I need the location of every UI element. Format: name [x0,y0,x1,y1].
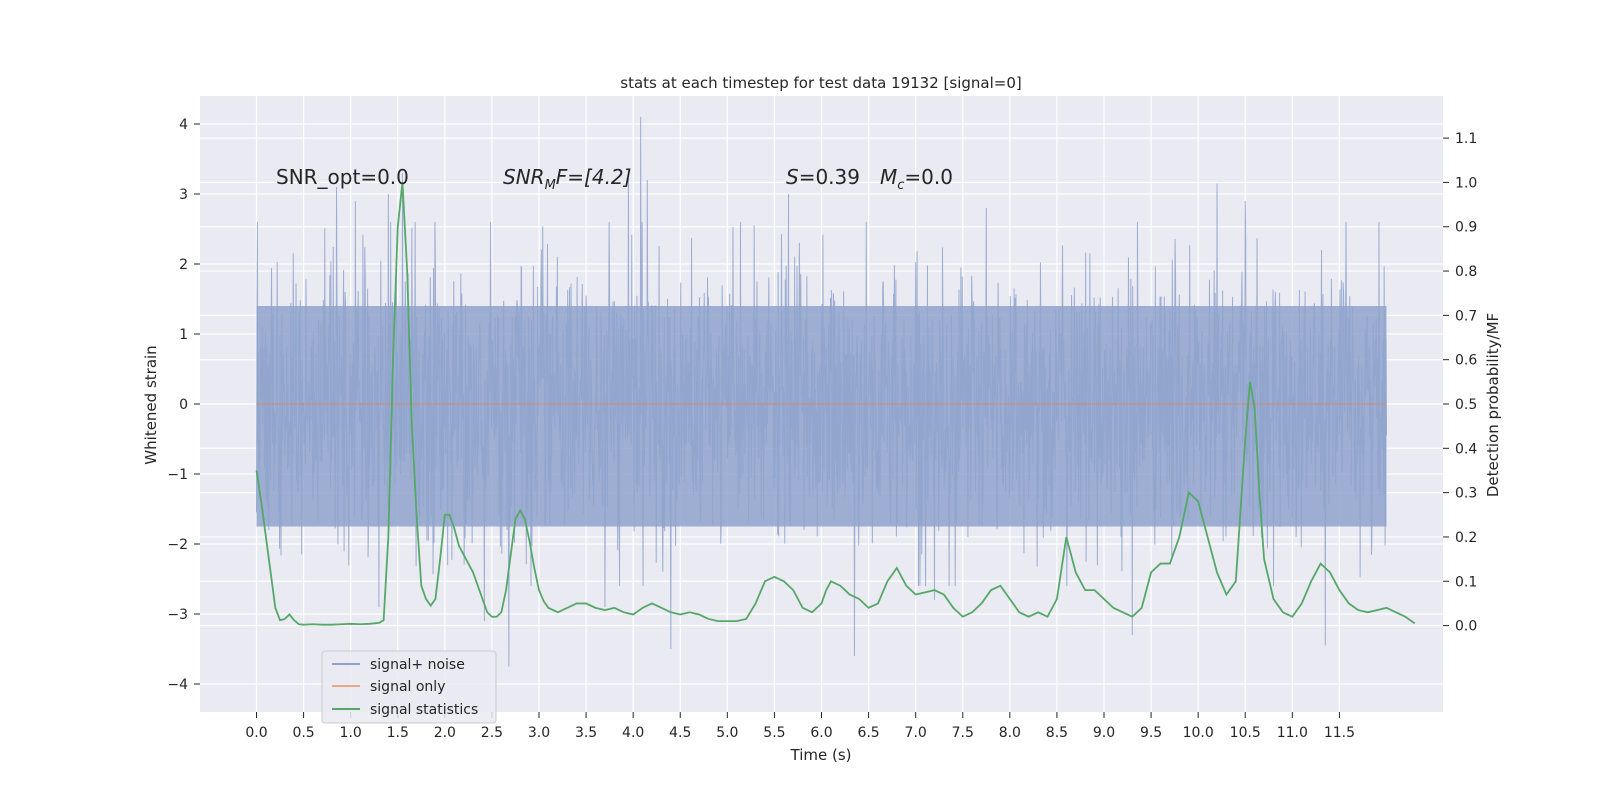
x-axis-label: Time (s) [790,746,852,764]
y-right-tick-label: 1.0 [1455,175,1477,191]
x-tick-label: 6.5 [857,725,879,741]
legend-entry-signal-noise: signal+ noise [370,657,465,673]
x-tick-label: 0.5 [292,725,314,741]
y-right-tick-label: 0.9 [1455,220,1477,236]
x-tick-label: 7.5 [952,725,974,741]
annotation-mc-rest: =0.0 [904,165,953,189]
y-right-tick-label: 0.3 [1455,486,1477,502]
legend-box [321,650,497,724]
y-right-tick-label: 0.1 [1455,574,1477,590]
x-tick-label: 3.0 [528,725,550,741]
annotation-snr-mf: SNRMF=[4.2] [503,165,631,193]
noise-trace [256,116,1387,667]
x-tick-label: 11.5 [1324,725,1355,741]
x-tick-label: 2.5 [481,725,503,741]
x-tick-label: 1.5 [387,725,409,741]
x-tick-label: 10.5 [1230,725,1261,741]
y-left-tick-label: −3 [167,607,188,623]
y-left-tick-label: 2 [179,257,188,273]
x-tick-label: 2.0 [434,725,456,741]
x-tick-label: 1.0 [340,725,362,741]
y-left-tick-label: 0 [179,397,188,413]
series-signal-noise [256,116,1387,667]
y-left-tick-label: −4 [167,677,188,693]
annotation-snr-opt: SNR_opt=0.0 [276,165,409,189]
y-axis-right-label: Detection probability/MF [1484,313,1502,497]
y-right-tick-label: 0.5 [1455,397,1477,413]
y-left-tick-label: −1 [167,467,188,483]
x-tick-label: 0.0 [245,725,267,741]
annotation-snr-mf-rest: F=[4.2] [556,165,632,189]
annotation-s-main: S [786,165,799,189]
x-tick-label: 5.0 [716,725,738,741]
x-tick-label: 6.0 [810,725,832,741]
y-right-tick-label: 0.7 [1455,308,1477,324]
x-tick-label: 8.0 [999,725,1021,741]
annotation-mc-sub: c [897,178,904,193]
y-right-tick-label: 0.4 [1455,441,1477,457]
annotation-s: S=0.39 [786,165,860,189]
y-right-tick-label: 0.0 [1455,619,1477,635]
annotation-mc-main: M [880,165,897,189]
x-tick-label: 11.0 [1277,725,1308,741]
signal-statistics-line [255,182,1416,626]
y-left-tick-label: −2 [167,537,188,553]
y-axis-left-ticks: 4 3 2 1 0 −1 −2 −3 −4 [167,117,200,693]
y-right-tick-label: 0.6 [1455,353,1477,369]
y-left-tick-label: 4 [179,117,188,133]
y-right-tick-label: 1.1 [1455,131,1477,147]
x-tick-label: 3.5 [575,725,597,741]
y-axis-right-ticks: 1.1 1.0 0.9 0.8 0.7 0.6 0.5 0.4 0.3 0.2 0.1 0.0 [1443,131,1477,635]
x-axis-ticks: 0.0 0.5 1.0 1.5 2.0 2.5 3.0 3.5 4.0 4.5 5.0 5.5 6.0 6… [245,712,1355,741]
legend-entry-signal-statistics: signal statistics [370,702,478,718]
x-tick-label: 4.0 [622,725,644,741]
x-tick-label: 7.0 [905,725,927,741]
chart-title: stats at each timestep for test data 191… [620,74,1021,92]
legend: signal+ noise signal only signal statist… [321,650,497,724]
annotation-mc: Mc=0.0 [880,165,953,193]
y-right-tick-label: 0.2 [1455,530,1477,546]
x-tick-label: 9.0 [1093,725,1115,741]
y-axis-left-label: Whitened strain [142,345,160,464]
legend-entry-signal-only: signal only [370,679,445,695]
x-tick-label: 4.5 [669,725,691,741]
x-tick-label: 9.5 [1140,725,1162,741]
x-tick-label: 5.5 [763,725,785,741]
annotation-snr-mf-sub: M [545,178,556,193]
y-left-tick-label: 1 [179,327,188,343]
y-right-tick-label: 0.8 [1455,264,1477,280]
annotation-snr-mf-main: SNR [503,165,545,189]
y-left-tick-label: 3 [179,187,188,203]
x-tick-label: 10.0 [1183,725,1214,741]
annotation-s-rest: =0.39 [799,165,860,189]
x-tick-label: 8.5 [1046,725,1068,741]
series-signal-statistics [255,182,1416,626]
